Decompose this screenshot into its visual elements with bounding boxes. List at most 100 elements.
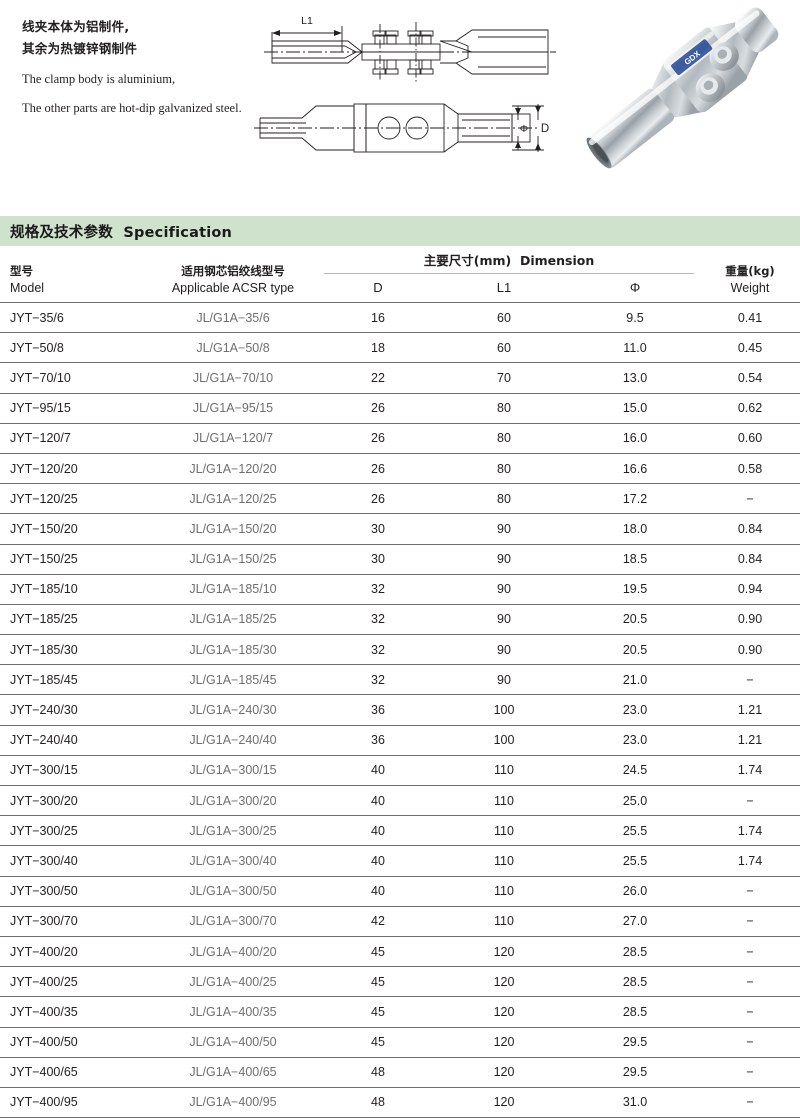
- note-english-line-1: The clamp body is aluminium,: [22, 71, 176, 86]
- cell-model: JYT−400/50: [0, 1026, 148, 1058]
- cell-l1: 70: [438, 362, 570, 394]
- cell-acsr: JL/G1A−70/10: [148, 362, 318, 394]
- cell-phi: 17.2: [570, 483, 700, 514]
- table-row: JYT−400/65 JL/G1A−400/65 48 120 29.5−: [0, 1056, 800, 1088]
- cell-acsr: JL/G1A−120/25: [148, 483, 318, 514]
- photo-bolt-1: [695, 73, 726, 103]
- cell-phi: 29.5: [570, 1026, 700, 1058]
- header-acsr-en: Applicable ACSR type: [171, 280, 295, 295]
- cell-acsr: JL/G1A−240/30: [148, 694, 318, 726]
- brand-label: [671, 39, 713, 76]
- cell-phi: 16.6: [570, 452, 700, 484]
- cell-d: 30: [318, 543, 438, 575]
- note-chinese-line-2: 其余为热镀锌钢制件: [22, 40, 138, 56]
- clamp-technical-drawing-svg: L1 Φ D: [254, 15, 556, 153]
- l1-dimension-label: L1: [301, 15, 313, 27]
- cell-model: JYT−50/8: [0, 332, 148, 363]
- header-sub-d: D: [373, 280, 383, 295]
- table-row: JYT−35/6 JL/G1A−35/6 16 60 9.5 0.41: [0, 301, 800, 333]
- cell-model: JYT−400/20: [0, 935, 148, 967]
- cell-weight: −: [700, 784, 800, 816]
- cell-l1: 80: [438, 452, 570, 484]
- cell-acsr: JL/G1A−150/25: [148, 543, 318, 575]
- header-acsr-cn: 适用钢芯铝绞线型号: [181, 264, 285, 279]
- dimension-group-rule: [324, 273, 694, 274]
- cell-l1: 100: [438, 694, 570, 726]
- cell-weight: 1.21: [700, 694, 800, 726]
- cell-model: JYT−240/40: [0, 724, 148, 756]
- table-row: JYT−185/10 JL/G1A−185/10 32 90 19.5 0.94: [0, 573, 800, 605]
- cell-model: JYT−300/40: [0, 845, 148, 877]
- header-weight-en: Weight: [730, 280, 770, 295]
- table-row: JYT−400/95 JL/G1A−400/95 48 120 31.0−: [0, 1086, 800, 1118]
- cell-weight: 0.62: [700, 392, 800, 424]
- cell-model: JYT−400/95: [0, 1086, 148, 1118]
- d-dimension-group: [512, 104, 544, 152]
- cell-phi: 13.0: [570, 362, 700, 394]
- cell-acsr: JL/G1A−185/45: [148, 664, 318, 695]
- cell-weight: 1.74: [700, 754, 800, 786]
- cell-d: 32: [318, 634, 438, 665]
- cell-phi: 25.5: [570, 815, 700, 846]
- header-sub-phi: Φ: [629, 280, 641, 295]
- cell-d: 45: [318, 966, 438, 997]
- cell-l1: 80: [438, 392, 570, 424]
- cell-phi: 18.5: [570, 543, 700, 575]
- cell-phi: 25.0: [570, 784, 700, 816]
- header-dimension-en: Dimension: [519, 253, 595, 268]
- cell-acsr: JL/G1A−120/7: [148, 422, 318, 454]
- cell-weight: 0.60: [700, 422, 800, 454]
- cell-acsr: JL/G1A−50/8: [148, 332, 318, 363]
- cell-phi: 28.5: [570, 966, 700, 997]
- cell-weight: 1.74: [700, 845, 800, 877]
- table-row: JYT−120/20 JL/G1A−120/20 26 80 16.6 0.58: [0, 452, 800, 484]
- cell-model: JYT−240/30: [0, 694, 148, 726]
- technical-drawings: L1 Φ D: [250, 0, 570, 200]
- table-row: JYT−240/40 JL/G1A−240/40 36 100 23.0 1.21: [0, 724, 800, 756]
- table-row: JYT−300/40 JL/G1A−300/40 40 110 25.5 1.74: [0, 845, 800, 877]
- cell-l1: 90: [438, 543, 570, 575]
- cell-l1: 120: [438, 935, 570, 967]
- cell-l1: 60: [438, 301, 570, 333]
- cell-weight: 0.58: [700, 452, 800, 484]
- cell-d: 16: [318, 301, 438, 333]
- cell-weight: 0.94: [700, 573, 800, 605]
- cell-d: 26: [318, 452, 438, 484]
- cell-d: 42: [318, 905, 438, 937]
- l1-dimension-group: [271, 26, 343, 52]
- phi-dimension-group: [515, 106, 521, 150]
- table-row: JYT−120/25 JL/G1A−120/25 26 80 17.2−: [0, 483, 800, 514]
- header-model-en: Model: [10, 280, 45, 295]
- specification-table: 型号 Model 适用钢芯铝绞线型号 Applicable ACSR type …: [0, 250, 800, 1118]
- material-notes: 线夹本体为铝制件, 其余为热镀锌钢制件 The clamp body is al…: [22, 16, 252, 119]
- photo-bolt-2: [709, 42, 739, 71]
- table-row: JYT−300/70 JL/G1A−300/70 42 110 27.0−: [0, 905, 800, 937]
- cell-l1: 60: [438, 332, 570, 363]
- cell-weight: 0.90: [700, 603, 800, 635]
- product-photo-svg: GDX: [586, 7, 779, 169]
- cell-acsr: JL/G1A−120/20: [148, 452, 318, 484]
- table-row: JYT−120/7 JL/G1A−120/7 26 80 16.0 0.60: [0, 422, 800, 454]
- cell-acsr: JL/G1A−300/15: [148, 754, 318, 786]
- cell-d: 26: [318, 483, 438, 514]
- cell-phi: 23.0: [570, 724, 700, 756]
- header-acsr: 适用钢芯铝绞线型号 Applicable ACSR type: [148, 250, 318, 303]
- cell-l1: 90: [438, 603, 570, 635]
- cell-l1: 80: [438, 483, 570, 514]
- cell-acsr: JL/G1A−300/70: [148, 905, 318, 937]
- cell-weight: −: [700, 996, 800, 1027]
- table-row: JYT−70/10 JL/G1A−70/10 22 70 13.0 0.54: [0, 362, 800, 394]
- cell-l1: 110: [438, 845, 570, 877]
- cell-acsr: JL/G1A−400/35: [148, 996, 318, 1027]
- header-weight: 重量(kg) Weight: [700, 250, 800, 303]
- cell-weight: 0.54: [700, 362, 800, 394]
- table-row: JYT−300/50 JL/G1A−300/50 40 110 26.0−: [0, 875, 800, 907]
- cell-d: 36: [318, 694, 438, 726]
- cell-l1: 90: [438, 664, 570, 695]
- cell-d: 45: [318, 935, 438, 967]
- cell-d: 22: [318, 362, 438, 394]
- cell-d: 32: [318, 603, 438, 635]
- cell-d: 32: [318, 573, 438, 605]
- cell-acsr: JL/G1A−240/40: [148, 724, 318, 756]
- cell-acsr: JL/G1A−185/10: [148, 573, 318, 605]
